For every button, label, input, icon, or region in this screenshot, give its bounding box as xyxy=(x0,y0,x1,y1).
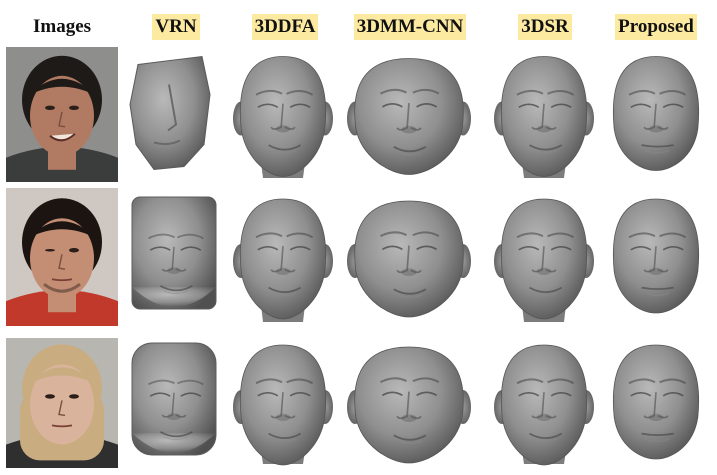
proposed-reconstruction xyxy=(602,47,710,182)
3dsr-reconstruction xyxy=(488,338,600,468)
vrn-reconstruction xyxy=(124,47,224,182)
header-label: 3DDFA xyxy=(251,14,319,40)
col-header-3dmm-cnn: 3DMM-CNN xyxy=(340,12,480,42)
vrn-reconstruction xyxy=(124,188,224,326)
col-header-images: Images xyxy=(12,12,112,42)
col-header-3ddfa: 3DDFA xyxy=(230,12,340,42)
3ddfa-reconstruction xyxy=(228,188,338,326)
header-label: Proposed xyxy=(615,14,697,40)
proposed-reconstruction xyxy=(602,188,710,326)
input-photo xyxy=(6,47,118,182)
input-photo xyxy=(6,338,118,468)
3ddfa-reconstruction xyxy=(228,338,338,468)
input-photo xyxy=(6,188,118,326)
col-header-3dsr: 3DSR xyxy=(490,12,600,42)
3dmm-cnn-reconstruction xyxy=(342,188,476,326)
header-label: Images xyxy=(32,16,92,37)
col-header-proposed: Proposed xyxy=(600,12,712,42)
proposed-reconstruction xyxy=(602,338,710,468)
3dsr-reconstruction xyxy=(488,47,600,182)
col-header-vrn: VRN xyxy=(128,12,224,42)
3dmm-cnn-reconstruction xyxy=(342,338,476,468)
header-label: VRN xyxy=(152,14,200,40)
header-label: 3DSR xyxy=(518,14,572,40)
vrn-reconstruction xyxy=(124,338,224,468)
3ddfa-reconstruction xyxy=(228,47,338,182)
3dsr-reconstruction xyxy=(488,188,600,326)
3dmm-cnn-reconstruction xyxy=(342,47,476,182)
header-label: 3DMM-CNN xyxy=(353,14,467,40)
